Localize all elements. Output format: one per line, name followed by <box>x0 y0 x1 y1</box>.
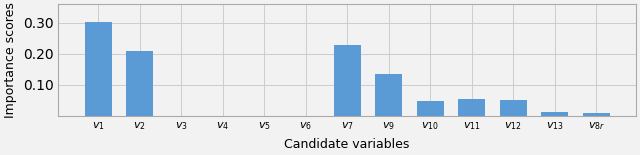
Bar <box>84 22 111 116</box>
Bar <box>126 51 153 116</box>
Bar <box>582 113 609 116</box>
Bar <box>458 99 485 116</box>
Bar <box>541 112 568 116</box>
Bar <box>375 74 402 116</box>
X-axis label: Candidate variables: Candidate variables <box>284 138 410 151</box>
Bar <box>417 101 444 116</box>
Bar <box>333 45 360 116</box>
Bar <box>500 100 527 116</box>
Y-axis label: Importance scores: Importance scores <box>4 2 17 118</box>
